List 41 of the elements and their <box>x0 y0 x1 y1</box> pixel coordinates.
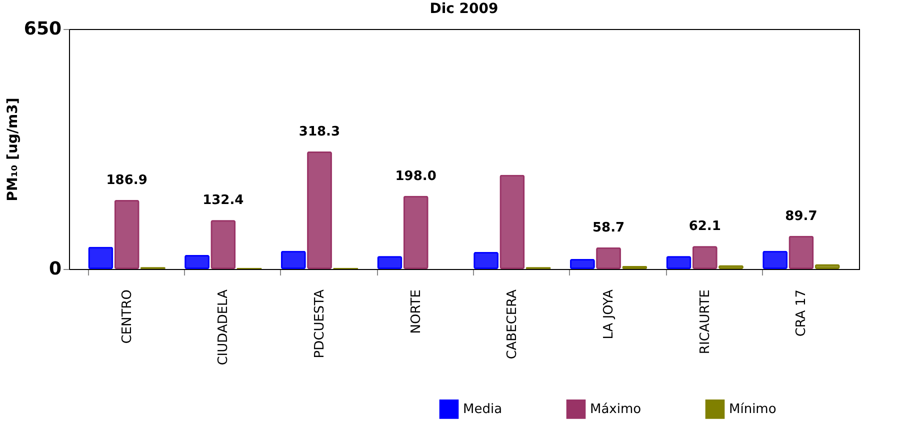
bar <box>210 220 236 269</box>
data-label: 318.3 <box>298 124 340 140</box>
data-label: 62.1 <box>688 219 721 234</box>
x-tick-label: LA JOYA <box>602 289 617 340</box>
bar <box>307 151 332 269</box>
x-tick-label: CIUDADELA <box>216 289 232 366</box>
bar <box>184 254 210 269</box>
bar <box>762 250 788 269</box>
bar <box>622 266 648 269</box>
bar <box>500 174 525 269</box>
legend-label: Mínimo <box>729 402 776 418</box>
x-tick-label: CENTRO <box>120 290 135 344</box>
bar <box>718 265 744 269</box>
bar <box>114 200 140 269</box>
y-tick-label: 650 <box>24 18 62 40</box>
bar <box>692 246 718 269</box>
bar <box>570 259 595 269</box>
bar <box>403 196 428 269</box>
x-tick-label: CRA 17 <box>794 290 810 337</box>
data-label: 132.4 <box>202 193 244 208</box>
data-label: 58.7 <box>592 220 625 236</box>
data-label: 89.7 <box>785 208 818 224</box>
x-tick-label: PDCUESTA <box>312 289 328 358</box>
data-label: 186.9 <box>106 172 148 188</box>
bar <box>666 256 692 269</box>
legend-label: Máximo <box>590 402 642 418</box>
data-label: 198.0 <box>395 168 436 184</box>
x-tick-label: CABECERA <box>505 289 520 360</box>
bar <box>596 247 621 269</box>
bar <box>814 264 840 269</box>
bar <box>474 252 498 269</box>
bar <box>788 236 814 269</box>
x-tick-label: NORTE <box>408 290 424 334</box>
bar <box>88 246 114 269</box>
bar <box>280 250 306 269</box>
chart-title: Dic 2009 <box>430 1 498 17</box>
y-axis-title: PM₁₀ [ug/m3] <box>4 98 21 202</box>
bar <box>377 256 402 269</box>
legend-label: Media <box>463 402 502 418</box>
x-tick-label: RICAURTE <box>698 290 713 354</box>
y-tick-label: 0 <box>48 258 62 280</box>
